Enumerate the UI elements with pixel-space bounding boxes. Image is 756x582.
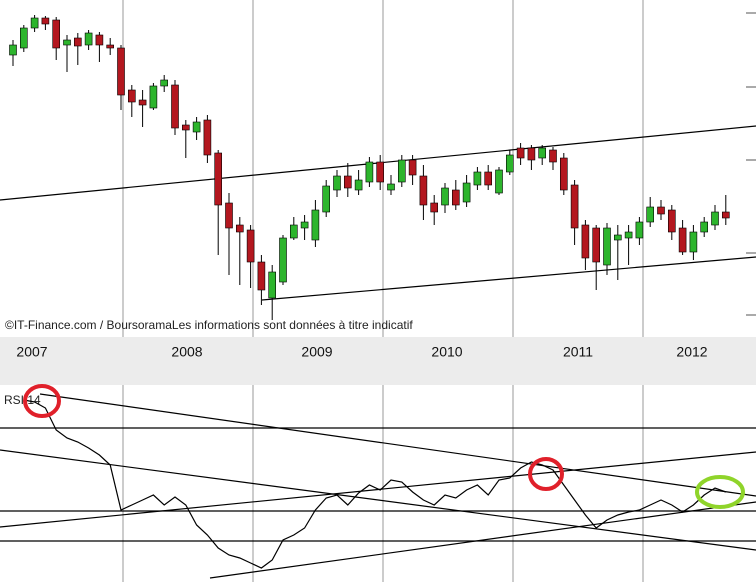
- candle-body: [160, 79, 168, 87]
- candle-body: [171, 84, 179, 129]
- candle-body: [268, 271, 277, 299]
- candle-body: [592, 227, 601, 263]
- year-label: 2009: [301, 344, 332, 360]
- trend-line: [0, 449, 756, 551]
- candle-body: [473, 171, 482, 186]
- candle-body: [322, 185, 331, 213]
- candle-body: [246, 229, 255, 263]
- candle-body: [549, 149, 557, 163]
- candle-body: [63, 39, 71, 46]
- highlight-circle: [528, 457, 564, 491]
- candle-body: [462, 182, 471, 203]
- candle-body: [128, 89, 136, 103]
- candle-body: [700, 221, 709, 233]
- candle-body: [289, 224, 298, 239]
- year-label: 2011: [563, 344, 593, 360]
- rsi-title: RSI 14: [4, 393, 41, 407]
- candle-body: [106, 44, 114, 49]
- candle-body: [603, 227, 611, 266]
- candle-body: [117, 47, 125, 96]
- candle-body: [516, 147, 525, 159]
- rsi-guides: [0, 393, 756, 579]
- right-ticks: [746, 12, 756, 316]
- candle-body: [581, 224, 590, 259]
- candle-body: [138, 99, 147, 106]
- watermark: ©IT-Finance.com / BoursoramaLes informat…: [5, 318, 413, 332]
- candle-body: [214, 152, 222, 206]
- candle-body: [538, 147, 547, 159]
- candle-body: [484, 171, 493, 186]
- candles: [9, 15, 730, 320]
- year-labels: 2007 2008 2009 2010 2011 2012: [16, 344, 707, 360]
- candle-body: [711, 211, 719, 226]
- candle-body: [74, 37, 82, 47]
- candle-body: [667, 209, 676, 233]
- candle-body: [41, 17, 50, 25]
- candle-body: [505, 154, 514, 173]
- candle-body: [182, 124, 190, 131]
- year-band: [0, 337, 756, 385]
- candle-body: [559, 157, 568, 191]
- candle-body: [95, 34, 104, 46]
- candle-body: [635, 221, 644, 239]
- candle-body: [343, 175, 352, 189]
- rsi-panel: [0, 385, 756, 582]
- highlight-circle: [695, 475, 745, 509]
- candle-body: [430, 202, 439, 213]
- candle-body: [30, 17, 39, 29]
- year-label: 2007: [16, 344, 47, 360]
- candle-body: [376, 161, 385, 183]
- candle-body: [451, 189, 460, 206]
- candle-body: [257, 261, 266, 291]
- trend-line: [209, 501, 756, 579]
- candle-body: [354, 179, 363, 191]
- candle-body: [192, 121, 201, 133]
- trend-line: [261, 256, 756, 301]
- year-label: 2008: [171, 344, 202, 360]
- trend-line: [39, 393, 756, 497]
- candle-body: [613, 234, 622, 241]
- candle-body: [441, 187, 449, 206]
- year-label: 2012: [676, 344, 707, 360]
- candle-body: [646, 206, 655, 223]
- candle-body: [311, 209, 320, 241]
- candle-body: [52, 19, 61, 49]
- candle-body: [300, 221, 309, 229]
- candle-body: [689, 231, 698, 253]
- candle-body: [408, 159, 417, 176]
- candle-body: [279, 237, 287, 283]
- candle-body: [203, 119, 212, 156]
- year-label: 2010: [431, 344, 462, 360]
- candle-body: [657, 206, 665, 215]
- candle-body: [333, 175, 341, 191]
- candle-body: [19, 27, 28, 49]
- candle-body: [236, 224, 244, 233]
- rsi-line: [23, 399, 727, 569]
- highlight-circle: [23, 384, 61, 418]
- candle-body: [365, 161, 374, 183]
- candle-body: [721, 211, 730, 219]
- candle-body: [624, 231, 633, 239]
- candle-body: [397, 159, 406, 183]
- candle-body: [225, 202, 233, 229]
- candle-body: [570, 184, 579, 229]
- candle-body: [419, 175, 428, 206]
- candle-body: [495, 169, 503, 194]
- candle-body: [9, 44, 17, 56]
- candle-body: [678, 227, 687, 253]
- candle-body: [84, 32, 93, 46]
- candle-body: [387, 183, 395, 191]
- rsi-line: [23, 399, 727, 569]
- candle-body: [527, 147, 536, 161]
- candle-body: [149, 85, 158, 109]
